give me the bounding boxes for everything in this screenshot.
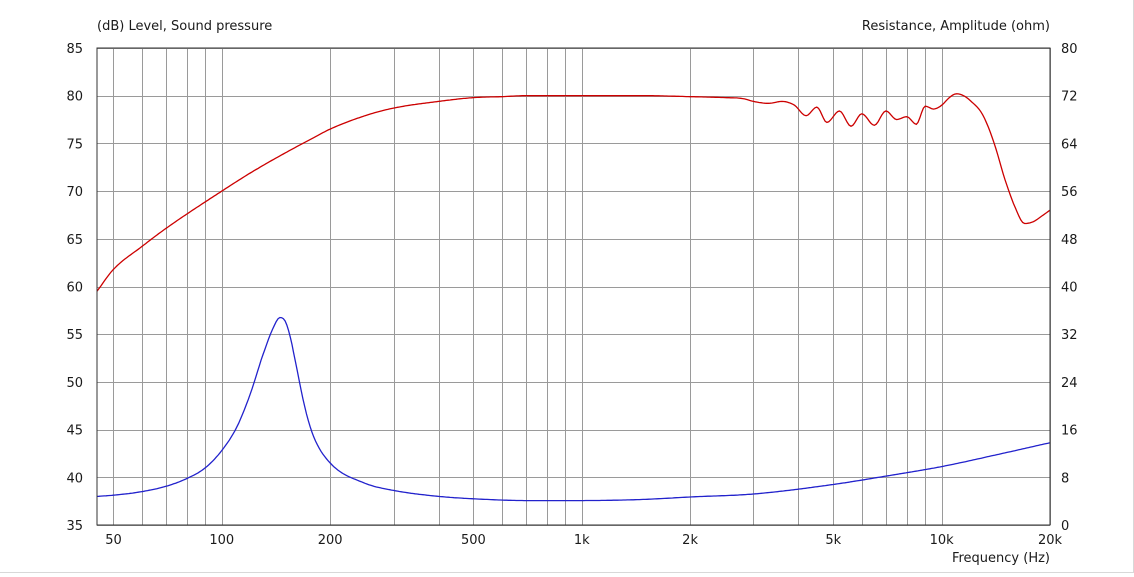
y-right-tick-label: 56 [1061,185,1078,200]
y-left-tick-label: 80 [66,90,83,105]
y-right-tick-label: 0 [1061,519,1069,534]
y-right-tick-label: 40 [1061,281,1078,296]
grid-lines [97,48,1051,526]
x-tick-label: 10k [930,533,955,548]
y-right-tick-label: 8 [1061,471,1069,486]
series-group [96,93,1051,502]
x-tick-label: 200 [318,533,343,548]
y-left-tick-label: 60 [66,281,83,296]
x-axis-title: Frequency (Hz) [952,551,1050,566]
y-left-tick-label: 70 [66,185,83,200]
y-left-tick-label: 75 [66,137,83,152]
impedance-line [96,316,1051,502]
y-left-tick-label: 50 [66,376,83,391]
x-tick-label: 2k [682,533,698,548]
y-right-tick-label: 80 [1061,42,1078,57]
y-right-tick-label: 16 [1061,424,1078,439]
y-left-tick-label: 40 [66,471,83,486]
x-tick-label: 1k [574,533,590,548]
x-tick-label: 5k [825,533,841,548]
y-right-tick-label: 24 [1061,376,1078,391]
y-left-tick-label: 55 [66,328,83,343]
y-left-tick-label: 65 [66,233,83,248]
y-left-tick-label: 85 [66,42,83,57]
y-right-tick-label: 32 [1061,328,1078,343]
y-right-tick-label: 48 [1061,233,1078,248]
plot-border [96,47,1051,526]
spl-line [96,93,1051,292]
left-axis-title: (dB) Level, Sound pressure [97,19,272,34]
y-left-tick-label: 45 [66,424,83,439]
y-right-tick-label: 64 [1061,137,1078,152]
x-tick-label: 50 [105,533,122,548]
x-tick-label: 100 [209,533,234,548]
axis-labels: 8580757065605550454035807264564840322416… [66,42,1077,548]
right-axis-title: Resistance, Amplitude (ohm) [862,19,1050,34]
y-right-tick-label: 72 [1061,90,1078,105]
x-tick-label: 500 [461,533,486,548]
y-left-tick-label: 35 [66,519,83,534]
x-tick-label: 20k [1038,533,1063,548]
